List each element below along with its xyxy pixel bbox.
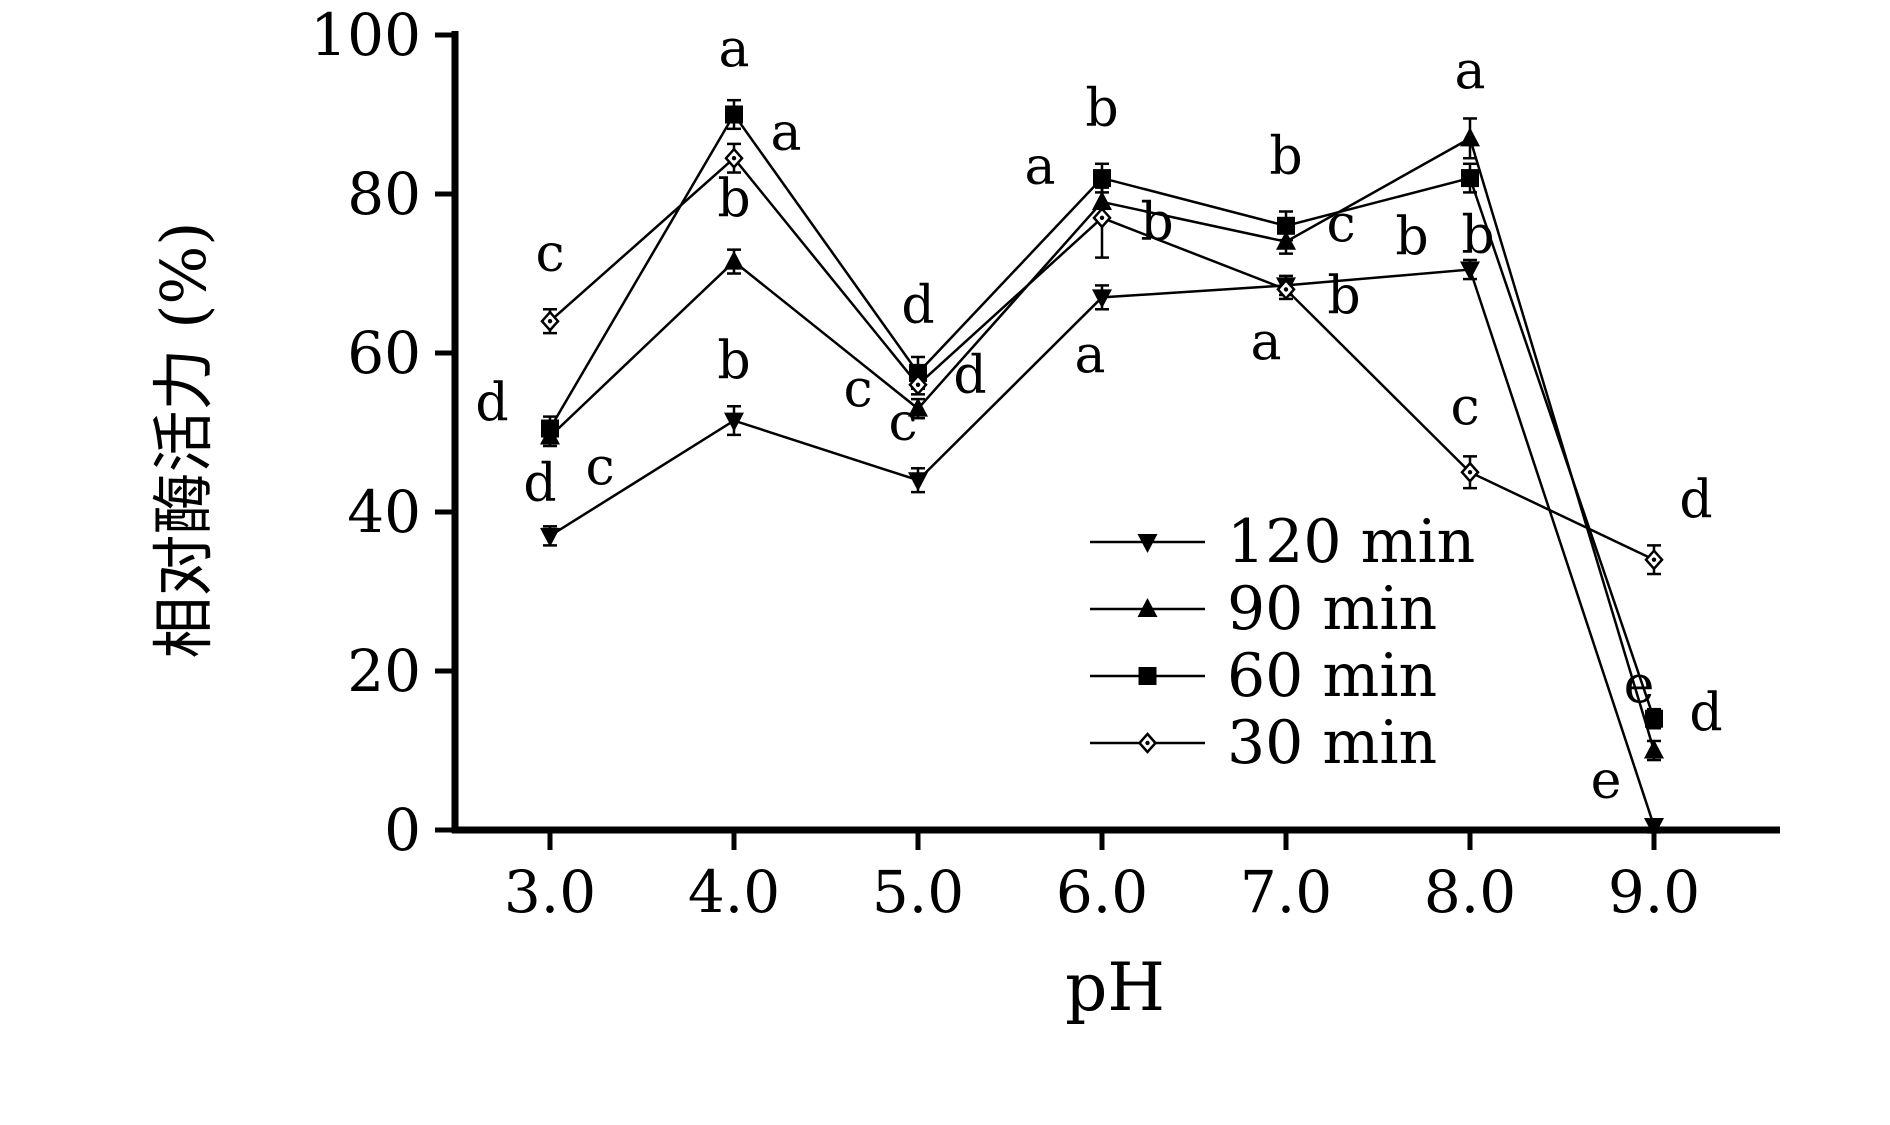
data-point-120-min — [540, 527, 560, 547]
y-tick-label: 80 — [347, 160, 421, 228]
data-point-30-min-dot — [547, 319, 553, 324]
sig-label: b — [1140, 193, 1173, 253]
x-tick-label: 9.0 — [1608, 858, 1700, 926]
y-tick-label: 40 — [347, 478, 421, 546]
sig-label: d — [475, 374, 508, 434]
data-point-30-min-dot — [1651, 557, 1657, 562]
x-tick-label: 4.0 — [688, 858, 780, 926]
sig-label: d — [1689, 684, 1722, 744]
sig-label: a — [1024, 137, 1055, 197]
sig-label: b — [1085, 79, 1118, 139]
sig-label: b — [1395, 208, 1428, 268]
sig-label: d — [523, 454, 556, 514]
data-point-90-min — [724, 250, 744, 270]
x-axis-title: pH — [1065, 949, 1165, 1026]
sig-label: a — [1250, 312, 1281, 372]
data-point-60-min — [725, 105, 743, 124]
y-axis-title: 相对酶活力 (%) — [147, 222, 220, 659]
x-tick-label: 5.0 — [872, 858, 964, 926]
sig-label: b — [717, 332, 750, 392]
data-point-120-min — [1092, 289, 1112, 309]
data-point-30-min-dot — [1099, 215, 1105, 221]
data-point-120-min — [908, 472, 928, 492]
sig-label: c — [1450, 377, 1479, 437]
sig-label: a — [1074, 325, 1105, 385]
legend-marker-30-min-dot — [1145, 740, 1150, 746]
sig-label: b — [1327, 266, 1360, 326]
x-tick-label: 6.0 — [1056, 858, 1148, 926]
x-tick-label: 3.0 — [504, 858, 596, 926]
data-point-60-min — [1277, 216, 1295, 235]
data-point-60-min — [541, 419, 559, 438]
sig-label: a — [718, 20, 749, 80]
legend-marker-120-min — [1137, 534, 1158, 553]
data-point-30-min-dot — [1283, 287, 1289, 292]
data-point-120-min — [724, 412, 744, 432]
sig-label: b — [717, 170, 750, 230]
sig-label: c — [888, 393, 917, 453]
y-tick-label: 0 — [384, 796, 421, 864]
data-point-90-min — [1460, 127, 1480, 147]
legend-marker-90-min — [1137, 598, 1158, 617]
data-point-90-min — [1644, 739, 1664, 759]
sig-label: b — [1269, 127, 1302, 187]
sig-label: a — [770, 103, 801, 163]
sig-label: c — [535, 224, 564, 284]
legend-label-120-min: 120 min — [1227, 507, 1475, 577]
data-point-30-min-dot — [915, 382, 921, 387]
data-point-90-min — [908, 397, 928, 417]
data-point-120-min — [1460, 261, 1480, 281]
legend-label-30-min: 30 min — [1227, 708, 1437, 778]
y-tick-label: 20 — [347, 637, 421, 705]
legend-label-90-min: 90 min — [1227, 574, 1437, 644]
sig-label: e — [1591, 751, 1622, 811]
data-point-60-min — [1461, 169, 1479, 188]
sig-label: c — [585, 437, 614, 497]
sig-label: c — [1326, 195, 1355, 255]
data-point-60-min — [1645, 709, 1663, 728]
data-point-30-min-dot — [731, 156, 737, 161]
sig-label: d — [1679, 471, 1712, 531]
sig-label: d — [953, 346, 986, 406]
data-point-120-min — [1644, 818, 1664, 838]
sig-label: b — [1461, 206, 1494, 266]
y-tick-label: 60 — [347, 319, 421, 387]
y-tick-label: 100 — [310, 1, 421, 69]
sig-label: c — [843, 360, 872, 420]
sig-label: a — [1454, 41, 1485, 101]
x-tick-label: 8.0 — [1424, 858, 1516, 926]
sig-label: d — [901, 276, 934, 336]
legend-marker-60-min — [1138, 667, 1157, 685]
x-tick-label: 7.0 — [1240, 858, 1332, 926]
data-point-30-min-dot — [1467, 470, 1473, 475]
legend-label-60-min: 60 min — [1227, 641, 1437, 711]
